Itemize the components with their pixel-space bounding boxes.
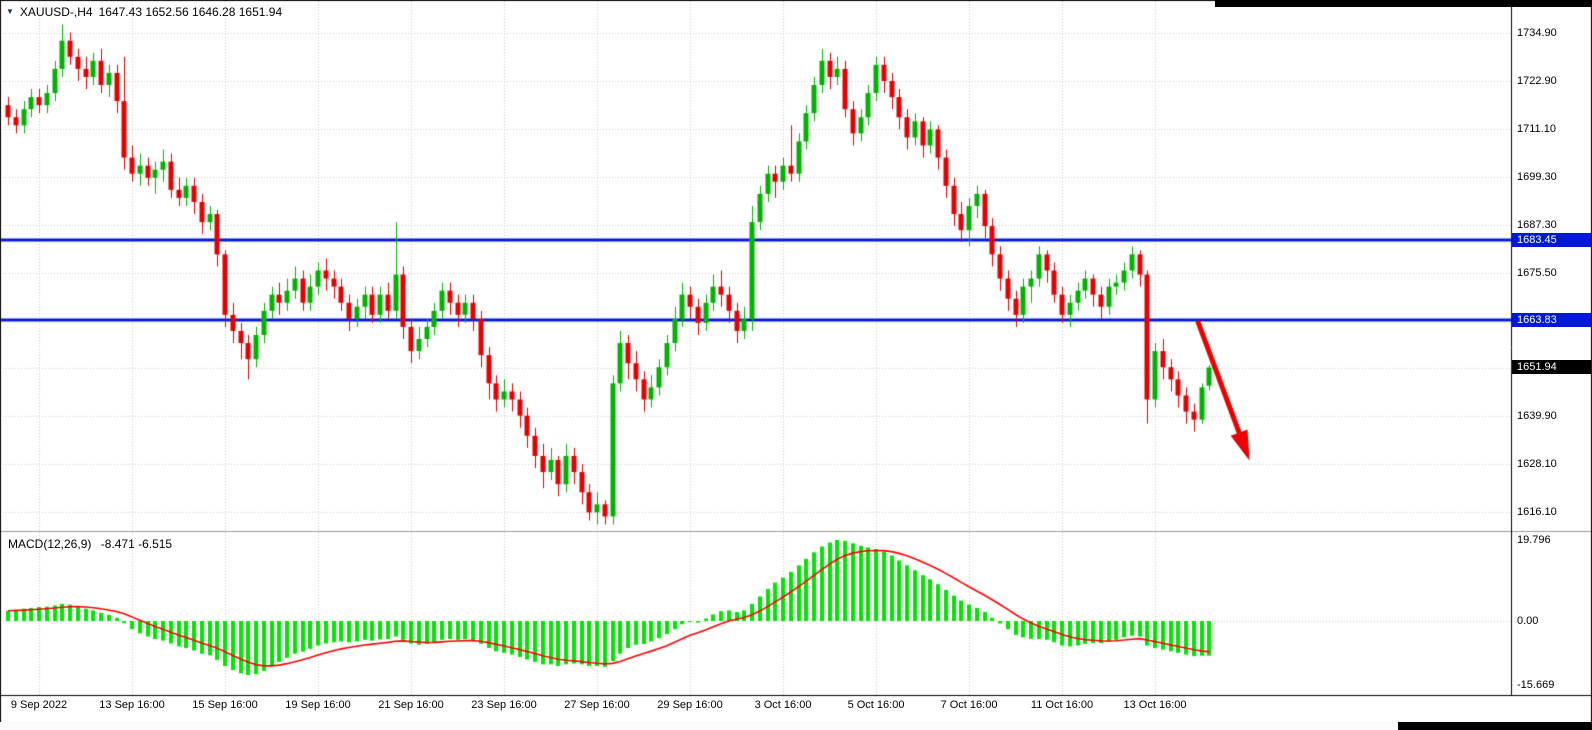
top-right-border-strip [1215, 0, 1592, 7]
price-scale-label: 1687.30 [1517, 218, 1557, 231]
horizontal-scrollbar[interactable] [0, 722, 1592, 730]
macd-scale-label: -15.669 [1517, 679, 1555, 692]
date-scale-label: 23 Sep 16:00 [471, 699, 537, 711]
symbol-period-label: XAUUSD-,H4 [19, 5, 93, 19]
hline-price-label: 1683.45 [1512, 233, 1591, 248]
price-scale-label: 1675.50 [1517, 266, 1557, 279]
symbol-marker-icon: ▼ [6, 7, 14, 16]
date-scale-label: 5 Oct 16:00 [847, 699, 905, 711]
macd-indicator-label: MACD(12,26,9) -8.471 -6.515 [8, 537, 178, 551]
ohlc-values: 1647.43 1652.56 1646.28 1651.94 [98, 5, 283, 19]
price-scale-label: 1734.90 [1517, 27, 1557, 39]
date-scale-label: 15 Sep 16:00 [192, 699, 258, 711]
date-scale-label: 11 Oct 16:00 [1030, 699, 1094, 711]
price-scale-label: 1628.10 [1517, 457, 1557, 470]
price-scale-label: 1616.10 [1517, 506, 1557, 518]
macd-scale-label: 19.796 [1517, 534, 1551, 546]
macd-values: -8.471 -6.515 [100, 537, 173, 551]
date-scale-label: 9 Sep 2022 [10, 699, 68, 711]
current-price-label: 1651.94 [1512, 360, 1591, 375]
date-scale-label: 13 Sep 16:00 [99, 699, 165, 711]
scrollbar-thumb[interactable] [1398, 722, 1592, 730]
date-scale-label: 7 Oct 16:00 [940, 699, 998, 711]
price-scale-label: 1722.90 [1517, 75, 1557, 88]
date-scale-label: 3 Oct 16:00 [754, 699, 812, 711]
price-scale-label: 1711.10 [1517, 122, 1556, 135]
date-scale-label: 13 Oct 16:00 [1123, 699, 1187, 711]
date-scale-label: 21 Sep 16:00 [378, 699, 444, 711]
date-scale-label: 29 Sep 16:00 [657, 699, 723, 711]
date-scale-label: 27 Sep 16:00 [564, 699, 630, 711]
macd-name: MACD(12,26,9) [8, 537, 92, 551]
hline-price-label: 1663.83 [1512, 312, 1591, 327]
price-scale-label: 1699.30 [1517, 170, 1557, 183]
chart-title: ▼ XAUUSD-,H4 1647.43 1652.56 1646.28 165… [6, 5, 282, 19]
price-scale-label: 1639.90 [1517, 410, 1557, 423]
macd-scale-label: 0.00 [1517, 615, 1539, 627]
date-scale-label: 19 Sep 16:00 [285, 699, 351, 711]
